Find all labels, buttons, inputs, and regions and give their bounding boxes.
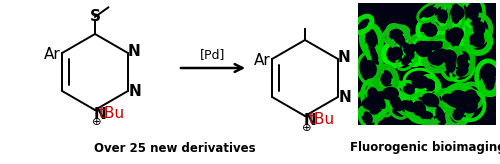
Ellipse shape [482, 69, 496, 87]
Ellipse shape [456, 91, 468, 104]
Ellipse shape [390, 47, 403, 60]
Text: Ar: Ar [44, 47, 61, 62]
Ellipse shape [424, 23, 438, 37]
Ellipse shape [472, 21, 486, 36]
Text: N: N [93, 107, 106, 122]
Ellipse shape [450, 6, 465, 20]
Ellipse shape [423, 7, 437, 18]
Ellipse shape [372, 94, 382, 110]
Text: ⊕: ⊕ [302, 123, 312, 133]
Ellipse shape [412, 101, 426, 116]
Text: N: N [303, 113, 316, 128]
Text: tBu: tBu [309, 112, 335, 127]
Ellipse shape [430, 50, 444, 66]
Ellipse shape [466, 3, 479, 20]
Ellipse shape [390, 94, 403, 111]
Ellipse shape [445, 28, 464, 43]
Ellipse shape [427, 52, 438, 65]
Ellipse shape [418, 111, 434, 119]
Ellipse shape [367, 87, 378, 104]
Ellipse shape [389, 30, 402, 39]
Ellipse shape [382, 87, 399, 100]
Ellipse shape [442, 94, 454, 103]
Ellipse shape [433, 48, 451, 62]
Ellipse shape [456, 54, 468, 69]
Ellipse shape [437, 9, 448, 23]
Ellipse shape [369, 102, 380, 115]
Ellipse shape [364, 60, 377, 77]
Ellipse shape [392, 31, 406, 46]
Ellipse shape [401, 55, 412, 65]
Ellipse shape [400, 100, 418, 112]
Ellipse shape [422, 93, 440, 107]
Ellipse shape [469, 33, 481, 43]
Ellipse shape [366, 32, 376, 49]
Ellipse shape [374, 91, 394, 99]
Ellipse shape [289, 0, 321, 27]
Text: [Pd]: [Pd] [200, 49, 226, 62]
Text: ⊕: ⊕ [92, 117, 102, 127]
Ellipse shape [408, 44, 416, 52]
Ellipse shape [452, 108, 464, 120]
Text: tBu: tBu [99, 106, 125, 121]
Ellipse shape [370, 48, 378, 62]
Ellipse shape [428, 41, 443, 51]
Ellipse shape [455, 96, 468, 114]
Ellipse shape [415, 41, 427, 54]
Ellipse shape [445, 96, 464, 108]
Ellipse shape [363, 111, 373, 123]
Ellipse shape [416, 41, 432, 57]
Text: Ar: Ar [254, 53, 271, 68]
Ellipse shape [464, 89, 477, 103]
Ellipse shape [425, 81, 435, 92]
Text: N: N [338, 90, 351, 104]
Ellipse shape [445, 56, 456, 73]
Ellipse shape [444, 49, 457, 61]
Ellipse shape [359, 20, 368, 29]
Ellipse shape [403, 85, 415, 95]
Text: Fluorogenic bioimaging: Fluorogenic bioimaging [350, 142, 500, 154]
Ellipse shape [450, 30, 460, 46]
Ellipse shape [456, 66, 468, 77]
Text: N: N [337, 50, 350, 65]
Ellipse shape [362, 97, 381, 110]
Text: S: S [90, 9, 101, 24]
Ellipse shape [452, 8, 460, 24]
Ellipse shape [426, 41, 442, 49]
Ellipse shape [373, 92, 386, 109]
Ellipse shape [450, 90, 463, 101]
Ellipse shape [380, 72, 392, 86]
Ellipse shape [472, 35, 484, 48]
Text: Over 25 new derivatives: Over 25 new derivatives [94, 142, 256, 154]
Ellipse shape [435, 107, 444, 121]
Bar [358, 3, 496, 125]
Text: N: N [128, 83, 141, 99]
Text: N: N [127, 44, 140, 59]
Ellipse shape [402, 42, 414, 59]
Ellipse shape [486, 81, 494, 90]
Ellipse shape [412, 75, 429, 89]
Ellipse shape [462, 97, 478, 113]
